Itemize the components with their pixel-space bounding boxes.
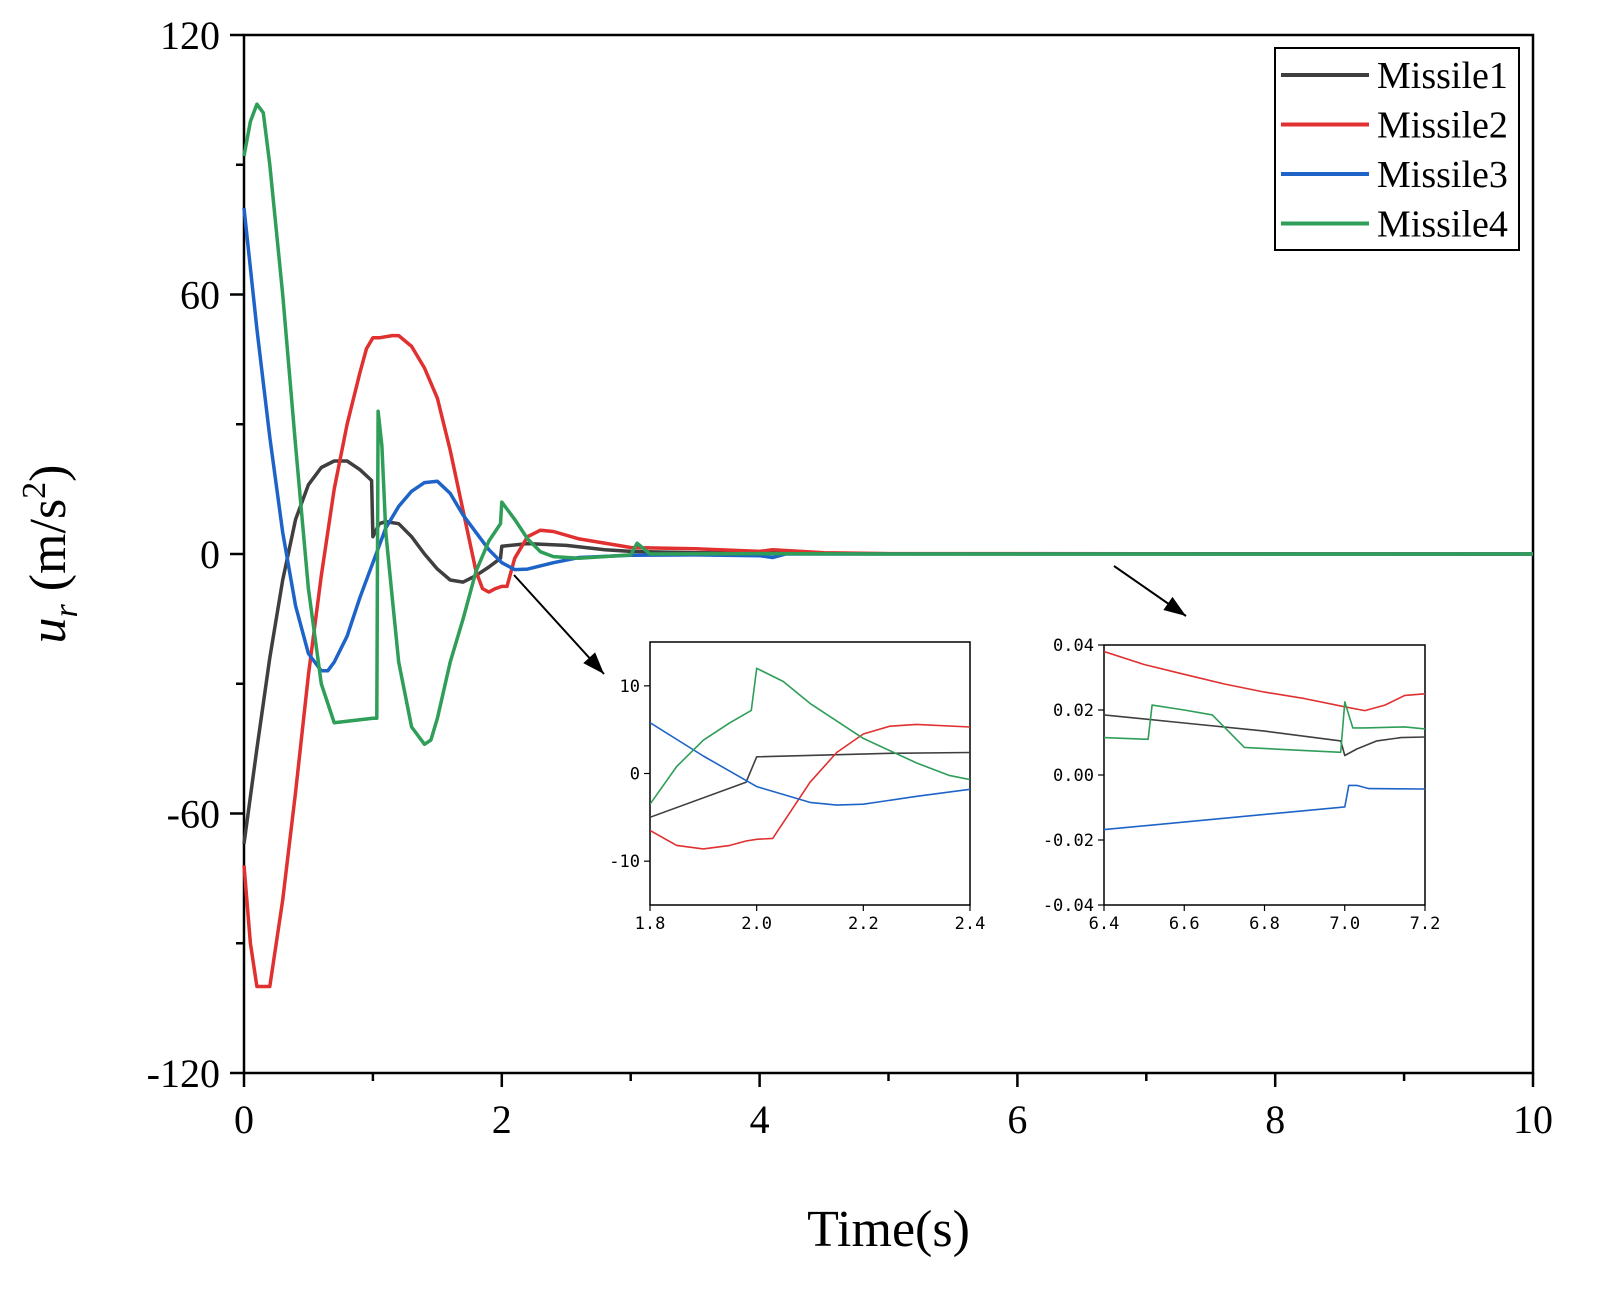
series-line-missile1 bbox=[242, 459, 1534, 845]
x-tick-label: 10 bbox=[1513, 1097, 1553, 1142]
legend-label-missile2: Missile2 bbox=[1377, 105, 1508, 147]
y-axis-unit: (m/s bbox=[20, 499, 77, 604]
y-axis-title: ur (m/s2) bbox=[16, 464, 85, 643]
x-tick-label: 0 bbox=[234, 1097, 254, 1142]
inset-y-tick-label: 0.04 bbox=[1053, 636, 1094, 656]
inset-series-line-missile1 bbox=[650, 751, 970, 819]
zoom-arrow-1 bbox=[513, 574, 605, 675]
inset-x-tick-label: 2.4 bbox=[955, 914, 986, 934]
legend: Missile1 Missile2 Missile3 Missile4 bbox=[1274, 47, 1520, 251]
zoom-arrow-2-head bbox=[1163, 596, 1186, 616]
y-axis-superscript: 2 bbox=[16, 482, 53, 499]
inset-y-tick-label: 0 bbox=[630, 765, 640, 785]
x-axis-title: Time(s) bbox=[807, 1201, 970, 1258]
y-tick-label: 0 bbox=[200, 532, 220, 577]
inset-plot-1: 1.8 2.0 2.2 2.4 -10 0 10 bbox=[609, 641, 986, 934]
y-axis-symbol: u bbox=[20, 618, 77, 644]
x-tick-label: 2 bbox=[492, 1097, 512, 1142]
inset-series-line-missile4 bbox=[650, 667, 970, 805]
series-group bbox=[242, 102, 1534, 989]
y-tick-label: -120 bbox=[147, 1051, 220, 1096]
zoom-arrows bbox=[513, 565, 1187, 675]
y-axis-subscript: r bbox=[48, 604, 85, 618]
inset-frame bbox=[1103, 644, 1426, 906]
inset-x-tick-label: 1.8 bbox=[635, 914, 666, 934]
inset-plot-2: 6.4 6.6 6.8 7.0 7.2 -0.04 -0.02 0.00 0.02 0.04 bbox=[1043, 636, 1441, 934]
legend-label-missile3: Missile3 bbox=[1377, 154, 1508, 196]
y-tick-label: -60 bbox=[167, 792, 220, 837]
inset-y-tick-label: 10 bbox=[620, 677, 640, 697]
y-axis-close: ) bbox=[20, 464, 77, 481]
zoom-arrow-1-head bbox=[583, 652, 604, 674]
y-tick-label: 120 bbox=[160, 13, 220, 58]
inset-series-group bbox=[650, 667, 970, 850]
inset-y-tick-label: 0.02 bbox=[1053, 701, 1094, 721]
inset-x-tick-label: 2.0 bbox=[741, 914, 772, 934]
inset-series-line-missile3 bbox=[650, 722, 970, 806]
inset-series-line-missile1 bbox=[1104, 714, 1425, 757]
x-tick-label: 4 bbox=[750, 1097, 770, 1142]
inset-x-tick-label: 7.2 bbox=[1410, 914, 1441, 934]
series-line-missile4 bbox=[242, 102, 1533, 747]
inset-series-line-missile2 bbox=[650, 723, 970, 850]
inset-series-line-missile3 bbox=[1104, 784, 1425, 831]
inset-frame bbox=[649, 641, 971, 906]
inset-x-tick-label: 6.6 bbox=[1169, 914, 1200, 934]
inset-x-tick-label: 6.8 bbox=[1249, 914, 1280, 934]
inset-x-tick-label: 7.0 bbox=[1329, 914, 1360, 934]
inset-x-tick-label: 6.4 bbox=[1089, 914, 1120, 934]
inset-y-tick-label: -0.04 bbox=[1043, 896, 1094, 916]
inset-y-tick-label: -10 bbox=[609, 852, 640, 872]
y-tick-label: 60 bbox=[180, 273, 220, 318]
inset-y-tick-label: 0.00 bbox=[1053, 766, 1094, 786]
series-line-missile2 bbox=[242, 333, 1534, 989]
inset-y-tick-label: -0.02 bbox=[1043, 831, 1094, 851]
inset-series-line-missile2 bbox=[1104, 650, 1425, 712]
legend-label-missile4: Missile4 bbox=[1377, 204, 1508, 246]
inset-series-line-missile4 bbox=[1104, 701, 1425, 754]
x-tick-label: 6 bbox=[1007, 1097, 1027, 1142]
legend-label-missile1: Missile1 bbox=[1377, 55, 1508, 97]
legend-box bbox=[1274, 47, 1520, 251]
x-tick-label: 8 bbox=[1265, 1097, 1285, 1142]
inset-x-tick-label: 2.2 bbox=[848, 914, 879, 934]
inset-series-group bbox=[1104, 650, 1425, 831]
